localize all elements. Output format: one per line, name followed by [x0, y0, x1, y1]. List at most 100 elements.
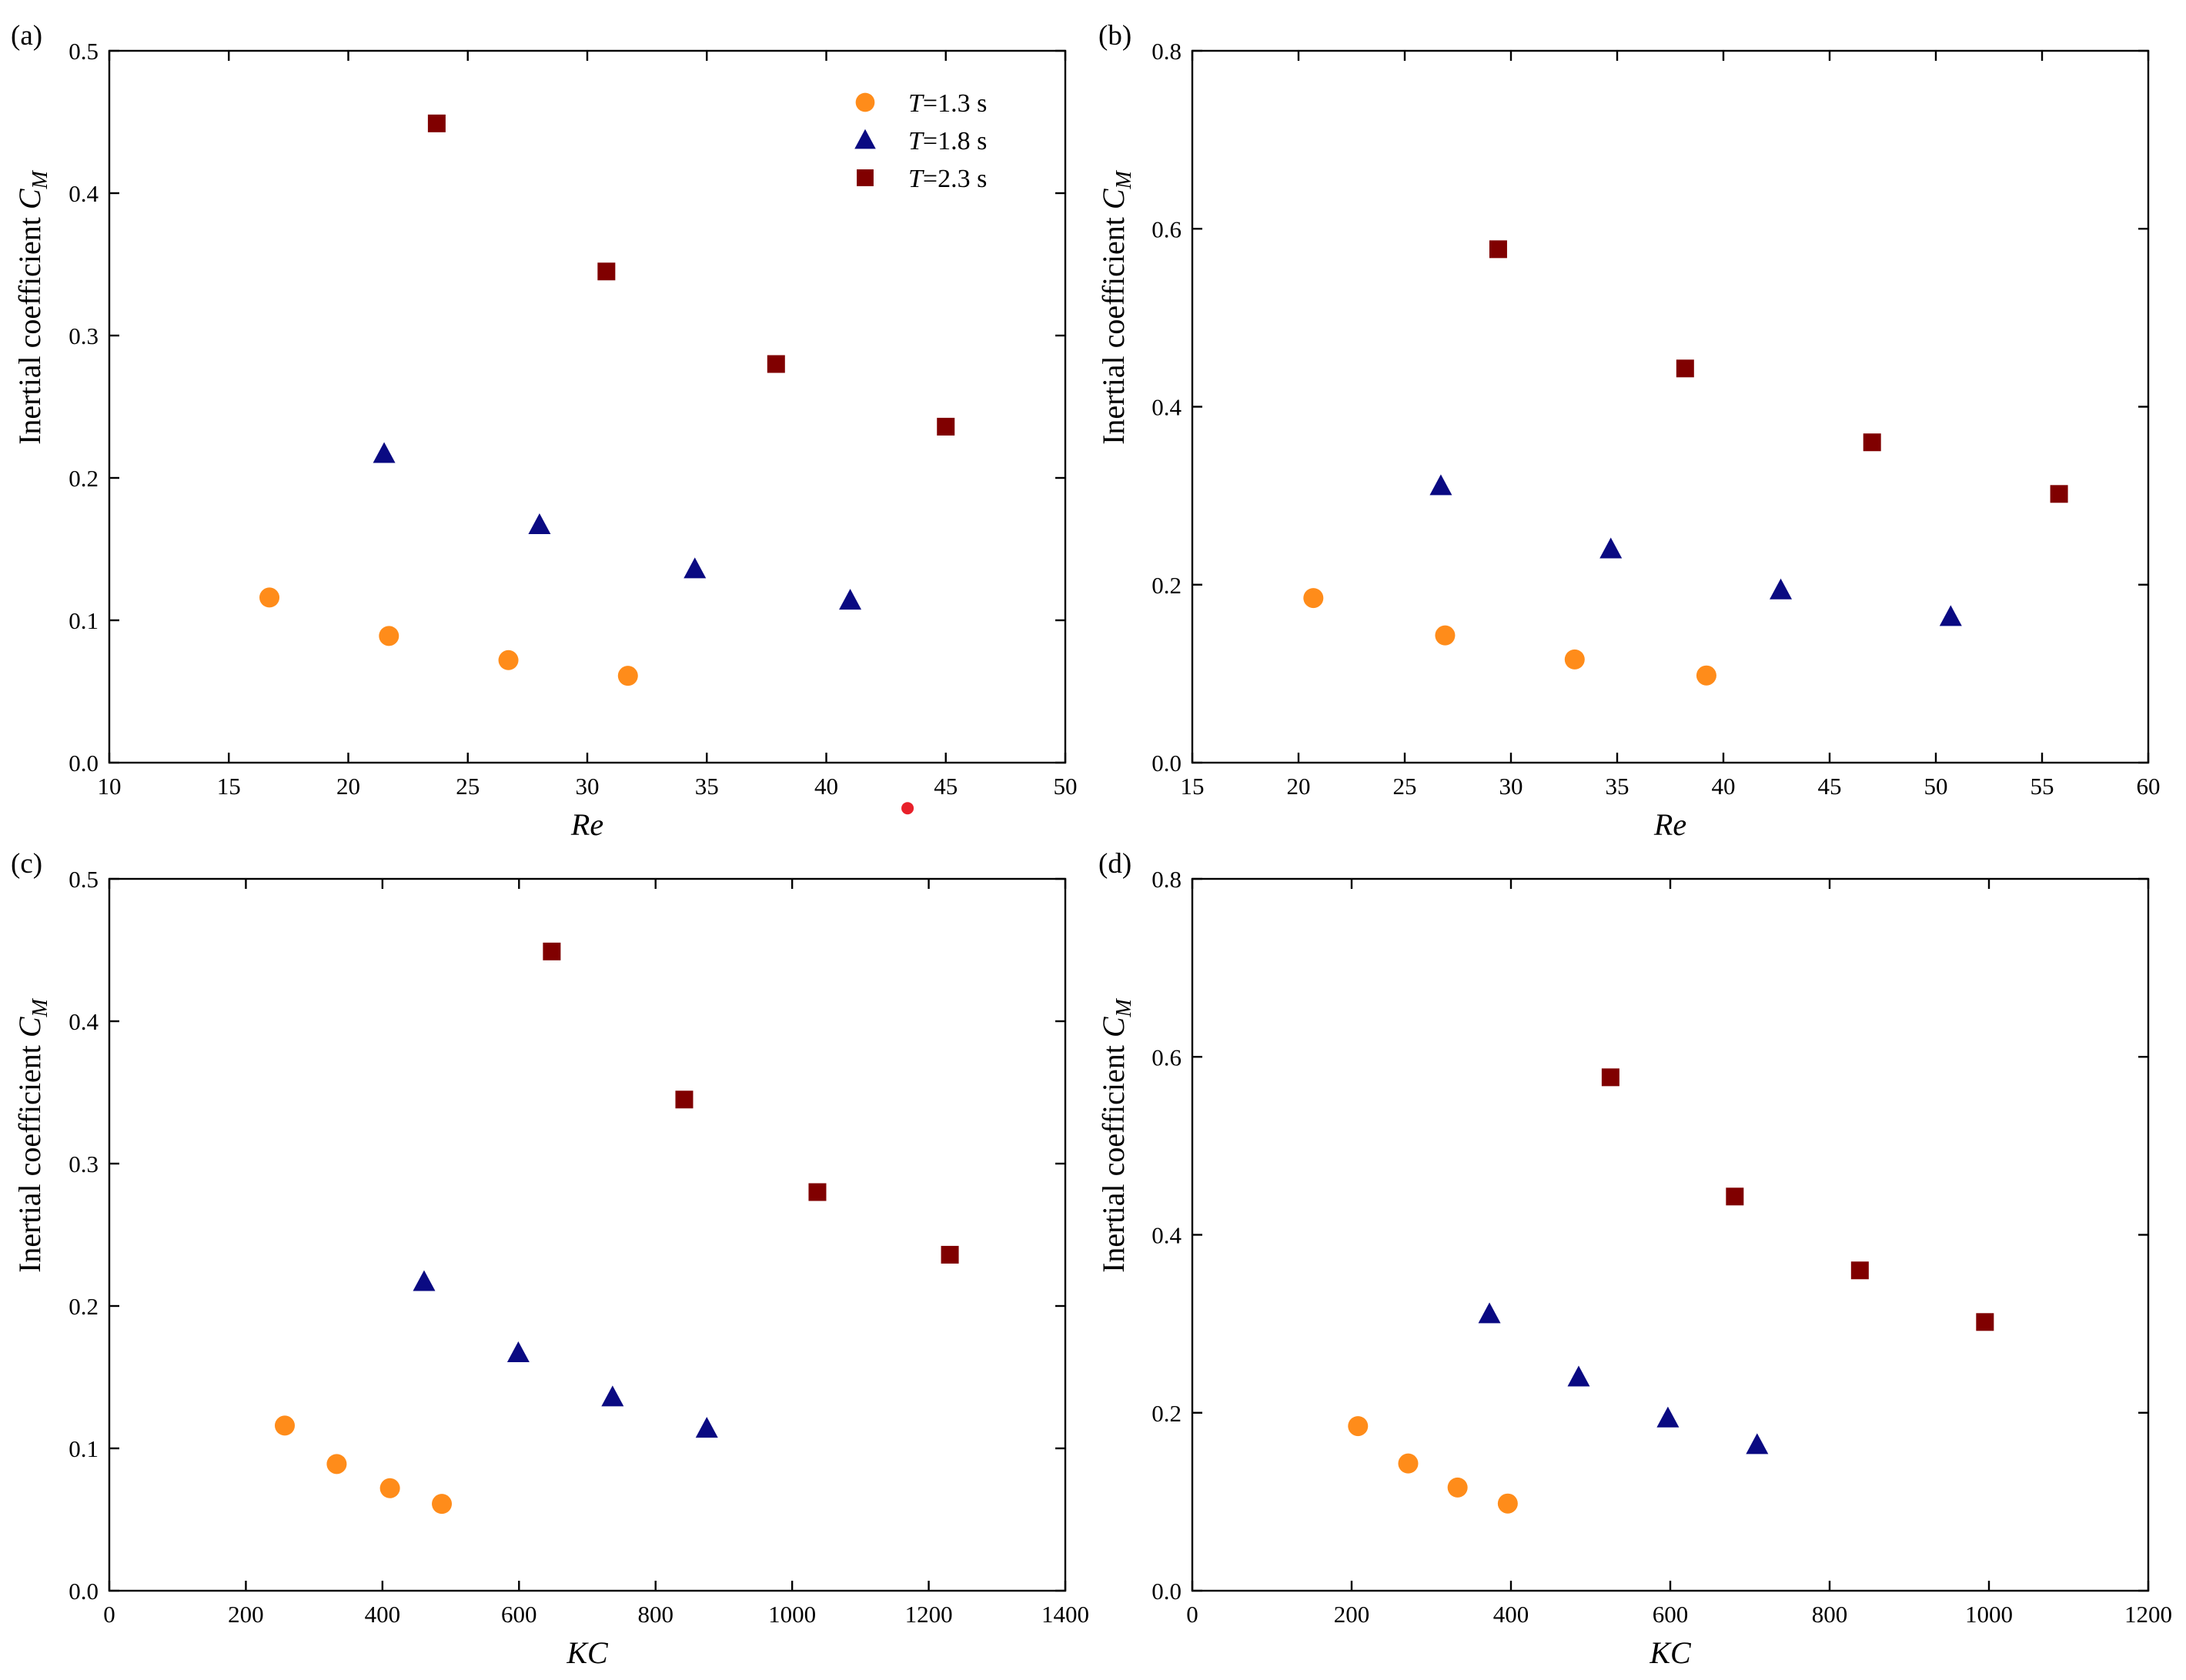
x-tick-label: 15	[1181, 773, 1205, 800]
x-axis-title: Re	[570, 807, 603, 842]
x-tick-label: 55	[2031, 773, 2054, 800]
y-tick-label: 0.0	[69, 1578, 99, 1605]
y-tick-label: 0.4	[69, 1008, 99, 1035]
y-axis-title-symbol: C	[1096, 188, 1131, 209]
series-square	[543, 942, 959, 1264]
series-circle	[274, 1415, 453, 1515]
panel-tag: (d)	[1098, 848, 1131, 880]
y-axis-title: Inertial coefficient CM	[1096, 997, 1136, 1272]
x-tick-label: 1000	[1965, 1601, 2013, 1628]
panel-tag: (a)	[11, 20, 42, 52]
series-triangle	[1429, 474, 1962, 626]
data-point	[1850, 1261, 1869, 1280]
data-point	[1429, 474, 1452, 496]
x-tick-label: 0	[1186, 1601, 1198, 1628]
legend-label-value: =2.3 s	[923, 165, 987, 193]
x-tick-label: 30	[576, 773, 600, 800]
series-square	[1601, 1068, 1994, 1331]
data-point	[675, 1090, 694, 1109]
chart-panel-a: 10 15 20 25 30 35 40 45 50 0.0 0.1 0.2 0.3 0.4 0.5 Re In…	[11, 20, 1078, 842]
data-point	[1567, 1365, 1590, 1387]
plot-frame	[1191, 877, 2150, 1592]
x-tick-label: 30	[1499, 773, 1523, 800]
x-tick-label: 20	[336, 773, 360, 800]
x-tick-label: 1200	[2124, 1601, 2172, 1628]
x-axis-title: KC	[566, 1635, 609, 1670]
series-square	[427, 114, 955, 436]
data-point	[601, 1385, 624, 1407]
y-axis-title-subscript: M	[28, 997, 52, 1017]
legend-label: T=1.3 s	[908, 89, 987, 118]
x-tick-label: 25	[1393, 773, 1417, 800]
x-tick-label: 45	[934, 773, 958, 800]
x-tick-label: 20	[1287, 773, 1311, 800]
x-tick-label: 0	[103, 1601, 115, 1628]
x-tick-label: 1000	[768, 1601, 816, 1628]
x-tick-label: 40	[1712, 773, 1736, 800]
data-point	[684, 557, 707, 579]
legend-label-value: =1.3 s	[923, 89, 987, 118]
data-point	[1976, 1313, 1994, 1331]
x-tick-label: 800	[637, 1601, 674, 1628]
y-axis-title: Inertial coefficient CM	[12, 997, 52, 1272]
y-tick-label: 0.2	[1151, 1400, 1182, 1427]
series-circle	[1303, 588, 1716, 686]
legend-label-value: =1.8 s	[923, 127, 987, 155]
y-tick-label: 0.2	[69, 465, 99, 492]
x-tick-label: 45	[1818, 773, 1842, 800]
data-point	[259, 587, 280, 608]
legend-marker-triangle	[854, 129, 876, 149]
data-point	[1726, 1187, 1744, 1206]
data-point	[2050, 485, 2068, 503]
data-point	[1939, 605, 1962, 626]
y-tick-label: 0.0	[1151, 1578, 1182, 1605]
y-tick-label: 0.6	[1151, 1044, 1182, 1070]
series-circle	[259, 587, 638, 686]
data-point	[498, 650, 519, 670]
y-tick-label: 0.5	[69, 866, 99, 893]
y-tick-label: 0.6	[1151, 215, 1182, 242]
data-point	[617, 666, 638, 686]
data-point	[1398, 1453, 1419, 1474]
legend-label-var: T	[908, 127, 924, 155]
y-axis-title: Inertial coefficient CM	[12, 169, 52, 444]
plot-frame	[108, 877, 1067, 1592]
x-tick-label: 10	[98, 773, 122, 800]
data-point	[432, 1494, 453, 1515]
legend-marker-circle	[855, 92, 875, 112]
y-tick-label: 0.2	[1151, 572, 1182, 599]
x-tick-label: 1200	[905, 1601, 953, 1628]
data-point	[1497, 1493, 1518, 1514]
y-tick-label: 0.0	[69, 750, 99, 777]
series-square	[1489, 240, 2068, 503]
x-tick-label: 800	[1812, 1601, 1848, 1628]
y-tick-label: 0.4	[1151, 1222, 1182, 1249]
series-triangle	[413, 1270, 718, 1438]
y-axis-title-text: Inertial coefficient	[1096, 1037, 1131, 1273]
y-axis-title-symbol: C	[12, 1016, 47, 1037]
x-tick-label: 60	[2137, 773, 2161, 800]
data-point	[1564, 649, 1585, 670]
y-tick-label: 0.2	[69, 1293, 99, 1320]
y-tick-label: 0.8	[1151, 38, 1182, 65]
y-tick-label: 0.1	[69, 607, 99, 634]
data-point	[839, 589, 862, 610]
data-point	[941, 1245, 959, 1264]
data-point	[1601, 1068, 1619, 1087]
y-tick-label: 0.1	[69, 1435, 99, 1462]
series-triangle	[1478, 1302, 1769, 1455]
legend-marker-square	[857, 169, 874, 186]
legend: T=1.3 sT=1.8 sT=2.3 s	[854, 89, 987, 193]
data-point	[326, 1454, 347, 1475]
data-point	[427, 114, 446, 132]
data-point	[597, 262, 616, 281]
y-tick-label: 0.4	[1151, 394, 1182, 421]
plot-frame	[1191, 49, 2150, 764]
y-axis-title-subscript: M	[28, 169, 52, 189]
y-tick-label: 0.4	[69, 180, 99, 207]
stray-red-dot	[901, 802, 914, 815]
x-tick-label: 400	[365, 1601, 401, 1628]
data-point	[1435, 625, 1456, 646]
data-point	[1447, 1477, 1468, 1498]
